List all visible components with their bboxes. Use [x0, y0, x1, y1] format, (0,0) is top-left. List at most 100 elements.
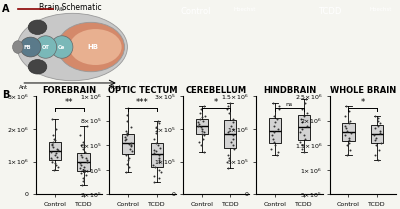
Text: Brain Schematic: Brain Schematic: [39, 3, 101, 12]
Point: [342, 134, 349, 137]
Point: [200, 130, 207, 134]
PathPatch shape: [78, 153, 90, 171]
Point: [151, 148, 157, 152]
Point: [122, 135, 128, 138]
Point: [151, 180, 158, 184]
Point: [198, 129, 205, 132]
Point: [153, 150, 159, 153]
Point: [297, 140, 304, 144]
PathPatch shape: [49, 142, 61, 160]
Point: [77, 167, 83, 170]
Point: [226, 157, 232, 160]
Point: [373, 144, 380, 147]
Point: [81, 165, 88, 168]
Point: [299, 121, 305, 124]
Point: [230, 144, 236, 147]
Text: OT: OT: [42, 45, 50, 50]
Point: [54, 155, 61, 158]
Point: [343, 153, 350, 157]
Point: [125, 107, 132, 110]
Point: [201, 150, 208, 153]
Title: CEREBELLUM: CEREBELLUM: [186, 86, 246, 95]
Point: [297, 130, 304, 134]
Point: [48, 157, 55, 160]
Point: [128, 145, 135, 148]
Point: [125, 156, 132, 159]
Point: [301, 134, 307, 137]
Y-axis label: Area (µm²): Area (µm²): [0, 125, 1, 166]
Ellipse shape: [28, 60, 47, 74]
Point: [228, 124, 234, 127]
Point: [375, 158, 382, 162]
Text: 48 hpf: 48 hpf: [136, 82, 156, 87]
Point: [83, 157, 89, 160]
Point: [156, 168, 162, 171]
Point: [270, 101, 276, 104]
Point: [200, 104, 207, 108]
Point: [53, 152, 60, 155]
Point: [299, 108, 305, 111]
Point: [51, 137, 58, 140]
Point: [275, 104, 282, 108]
Text: **: **: [65, 98, 73, 107]
Ellipse shape: [70, 29, 122, 65]
Point: [84, 158, 90, 162]
Point: [156, 146, 163, 149]
Point: [152, 125, 159, 129]
Point: [269, 134, 275, 137]
Point: [128, 150, 135, 153]
Point: [50, 134, 56, 137]
PathPatch shape: [122, 134, 134, 154]
Point: [52, 153, 59, 157]
Point: [377, 131, 384, 135]
Point: [124, 131, 130, 135]
Point: [376, 121, 383, 125]
Text: Control: Control: [181, 7, 211, 16]
Point: [225, 104, 232, 108]
Point: [152, 131, 159, 135]
Point: [54, 147, 60, 150]
Point: [342, 114, 348, 117]
Point: [346, 141, 353, 144]
Point: [77, 153, 84, 157]
Point: [48, 150, 54, 153]
Point: [299, 144, 306, 147]
Text: Hoechst: Hoechst: [370, 7, 392, 11]
Point: [78, 163, 84, 167]
Point: [128, 144, 134, 147]
Point: [304, 111, 311, 114]
Point: [227, 101, 233, 104]
Point: [347, 119, 353, 122]
Point: [127, 147, 134, 151]
Point: [155, 158, 162, 162]
Point: [80, 176, 86, 180]
Point: [198, 108, 204, 111]
Point: [372, 114, 378, 117]
Text: HB: HB: [88, 44, 99, 50]
Point: [275, 127, 282, 131]
Point: [156, 153, 162, 157]
Point: [80, 170, 87, 173]
Point: [124, 134, 130, 137]
Point: [158, 171, 164, 174]
Point: [302, 137, 308, 140]
Ellipse shape: [20, 37, 41, 57]
Point: [230, 147, 237, 150]
Point: [49, 144, 56, 147]
Point: [126, 166, 132, 169]
Point: [124, 119, 130, 122]
Point: [156, 121, 162, 125]
Point: [198, 126, 204, 129]
Point: [123, 171, 130, 174]
Point: [123, 138, 129, 141]
PathPatch shape: [342, 122, 354, 141]
Ellipse shape: [12, 41, 23, 53]
Point: [375, 124, 382, 127]
Point: [225, 130, 231, 134]
Point: [270, 137, 276, 140]
Point: [128, 141, 134, 144]
Point: [53, 163, 60, 167]
Point: [52, 162, 59, 165]
Point: [200, 137, 206, 140]
Ellipse shape: [51, 36, 73, 58]
